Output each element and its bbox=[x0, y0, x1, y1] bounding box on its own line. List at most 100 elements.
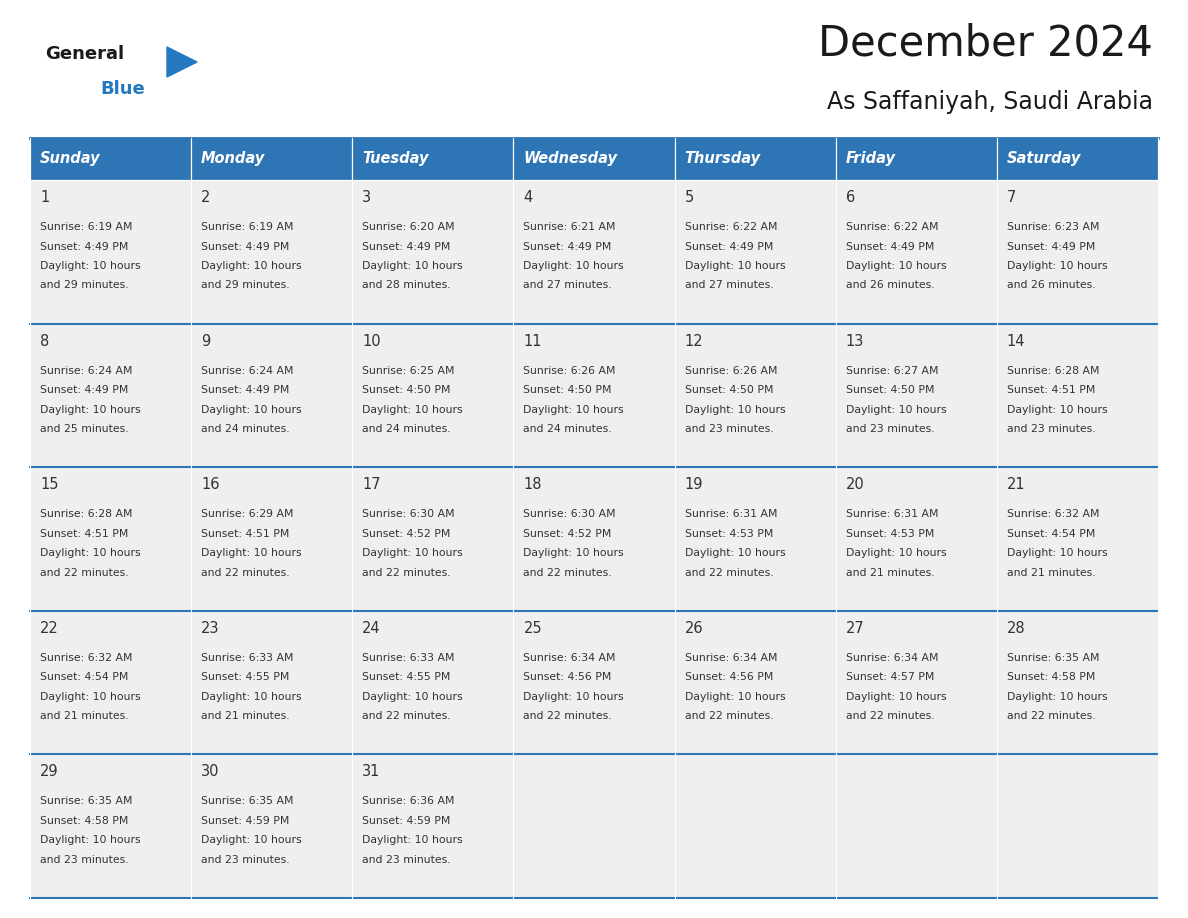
Text: 10: 10 bbox=[362, 333, 381, 349]
Text: Daylight: 10 hours: Daylight: 10 hours bbox=[201, 835, 302, 845]
Text: Daylight: 10 hours: Daylight: 10 hours bbox=[40, 261, 140, 271]
Text: Sunrise: 6:24 AM: Sunrise: 6:24 AM bbox=[40, 365, 133, 375]
Text: Sunset: 4:50 PM: Sunset: 4:50 PM bbox=[362, 385, 450, 395]
Text: Sunset: 4:53 PM: Sunset: 4:53 PM bbox=[846, 529, 934, 539]
Text: Daylight: 10 hours: Daylight: 10 hours bbox=[524, 692, 624, 701]
Text: and 22 minutes.: and 22 minutes. bbox=[201, 567, 290, 577]
Text: 4: 4 bbox=[524, 190, 532, 205]
Text: and 27 minutes.: and 27 minutes. bbox=[524, 281, 612, 290]
Text: 21: 21 bbox=[1007, 477, 1025, 492]
Bar bbox=[30, 138, 191, 180]
Text: Daylight: 10 hours: Daylight: 10 hours bbox=[1007, 548, 1107, 558]
Text: Daylight: 10 hours: Daylight: 10 hours bbox=[846, 405, 947, 415]
Text: Daylight: 10 hours: Daylight: 10 hours bbox=[201, 692, 302, 701]
Bar bbox=[353, 610, 513, 755]
Text: Daylight: 10 hours: Daylight: 10 hours bbox=[1007, 405, 1107, 415]
Text: and 24 minutes.: and 24 minutes. bbox=[524, 424, 612, 434]
Bar bbox=[30, 324, 191, 467]
Text: Daylight: 10 hours: Daylight: 10 hours bbox=[201, 261, 302, 271]
Text: Friday: Friday bbox=[846, 151, 896, 166]
Text: Daylight: 10 hours: Daylight: 10 hours bbox=[362, 692, 463, 701]
Text: Monday: Monday bbox=[201, 151, 265, 166]
Text: Sunset: 4:59 PM: Sunset: 4:59 PM bbox=[362, 816, 450, 826]
Text: Sunrise: 6:34 AM: Sunrise: 6:34 AM bbox=[846, 653, 939, 663]
Text: 19: 19 bbox=[684, 477, 703, 492]
Text: 18: 18 bbox=[524, 477, 542, 492]
Text: 29: 29 bbox=[40, 765, 58, 779]
Text: 11: 11 bbox=[524, 333, 542, 349]
Text: Sunrise: 6:35 AM: Sunrise: 6:35 AM bbox=[1007, 653, 1099, 663]
Text: Sunset: 4:58 PM: Sunset: 4:58 PM bbox=[40, 816, 128, 826]
Text: Sunrise: 6:32 AM: Sunrise: 6:32 AM bbox=[40, 653, 133, 663]
Text: 27: 27 bbox=[846, 621, 865, 636]
Text: Sunrise: 6:32 AM: Sunrise: 6:32 AM bbox=[1007, 509, 1099, 520]
Bar bbox=[835, 180, 997, 324]
Text: As Saffaniyah, Saudi Arabia: As Saffaniyah, Saudi Arabia bbox=[827, 90, 1154, 114]
Text: and 21 minutes.: and 21 minutes. bbox=[40, 711, 128, 722]
Text: Sunset: 4:50 PM: Sunset: 4:50 PM bbox=[846, 385, 934, 395]
Bar bbox=[997, 138, 1158, 180]
Text: Sunrise: 6:33 AM: Sunrise: 6:33 AM bbox=[201, 653, 293, 663]
Bar bbox=[191, 755, 353, 898]
Bar bbox=[191, 324, 353, 467]
Text: Daylight: 10 hours: Daylight: 10 hours bbox=[40, 692, 140, 701]
Bar bbox=[353, 138, 513, 180]
Text: 15: 15 bbox=[40, 477, 58, 492]
Text: Sunrise: 6:21 AM: Sunrise: 6:21 AM bbox=[524, 222, 615, 232]
Text: Sunset: 4:52 PM: Sunset: 4:52 PM bbox=[362, 529, 450, 539]
Text: 20: 20 bbox=[846, 477, 865, 492]
Text: and 22 minutes.: and 22 minutes. bbox=[40, 567, 128, 577]
Text: Sunset: 4:56 PM: Sunset: 4:56 PM bbox=[684, 672, 773, 682]
Text: 23: 23 bbox=[201, 621, 220, 636]
Bar bbox=[30, 755, 191, 898]
Text: Sunset: 4:58 PM: Sunset: 4:58 PM bbox=[1007, 672, 1095, 682]
Text: and 22 minutes.: and 22 minutes. bbox=[524, 711, 612, 722]
Text: General: General bbox=[45, 45, 124, 63]
Text: and 22 minutes.: and 22 minutes. bbox=[846, 711, 934, 722]
Text: and 22 minutes.: and 22 minutes. bbox=[684, 711, 773, 722]
Bar bbox=[353, 467, 513, 610]
Text: Sunset: 4:49 PM: Sunset: 4:49 PM bbox=[40, 241, 128, 252]
Text: 5: 5 bbox=[684, 190, 694, 205]
Text: Daylight: 10 hours: Daylight: 10 hours bbox=[846, 548, 947, 558]
Text: Daylight: 10 hours: Daylight: 10 hours bbox=[201, 548, 302, 558]
Text: and 23 minutes.: and 23 minutes. bbox=[201, 855, 290, 865]
Text: Sunset: 4:54 PM: Sunset: 4:54 PM bbox=[1007, 529, 1095, 539]
Text: Thursday: Thursday bbox=[684, 151, 760, 166]
Bar bbox=[513, 467, 675, 610]
Bar bbox=[997, 467, 1158, 610]
Text: Sunrise: 6:34 AM: Sunrise: 6:34 AM bbox=[684, 653, 777, 663]
Text: and 22 minutes.: and 22 minutes. bbox=[362, 567, 451, 577]
Text: Sunset: 4:49 PM: Sunset: 4:49 PM bbox=[40, 385, 128, 395]
Text: 12: 12 bbox=[684, 333, 703, 349]
Bar bbox=[513, 610, 675, 755]
Text: 2: 2 bbox=[201, 190, 210, 205]
Text: and 25 minutes.: and 25 minutes. bbox=[40, 424, 128, 434]
Bar bbox=[353, 755, 513, 898]
Text: 7: 7 bbox=[1007, 190, 1016, 205]
Bar bbox=[30, 467, 191, 610]
Text: and 22 minutes.: and 22 minutes. bbox=[1007, 711, 1095, 722]
Text: Sunset: 4:52 PM: Sunset: 4:52 PM bbox=[524, 529, 612, 539]
Bar bbox=[675, 138, 835, 180]
Text: Wednesday: Wednesday bbox=[524, 151, 618, 166]
Text: Sunset: 4:49 PM: Sunset: 4:49 PM bbox=[201, 385, 290, 395]
Text: and 23 minutes.: and 23 minutes. bbox=[1007, 424, 1095, 434]
Text: 14: 14 bbox=[1007, 333, 1025, 349]
Bar bbox=[191, 138, 353, 180]
Text: 24: 24 bbox=[362, 621, 381, 636]
Bar bbox=[835, 755, 997, 898]
Text: Sunrise: 6:35 AM: Sunrise: 6:35 AM bbox=[201, 797, 293, 806]
Bar bbox=[353, 180, 513, 324]
Text: December 2024: December 2024 bbox=[819, 22, 1154, 64]
Text: Sunset: 4:49 PM: Sunset: 4:49 PM bbox=[684, 241, 773, 252]
Text: 25: 25 bbox=[524, 621, 542, 636]
Text: Sunrise: 6:19 AM: Sunrise: 6:19 AM bbox=[201, 222, 293, 232]
Text: Daylight: 10 hours: Daylight: 10 hours bbox=[1007, 692, 1107, 701]
Text: Sunrise: 6:27 AM: Sunrise: 6:27 AM bbox=[846, 365, 939, 375]
Text: Daylight: 10 hours: Daylight: 10 hours bbox=[524, 261, 624, 271]
Text: Blue: Blue bbox=[100, 80, 145, 98]
Text: Daylight: 10 hours: Daylight: 10 hours bbox=[524, 548, 624, 558]
Text: Sunset: 4:57 PM: Sunset: 4:57 PM bbox=[846, 672, 934, 682]
Bar bbox=[513, 138, 675, 180]
